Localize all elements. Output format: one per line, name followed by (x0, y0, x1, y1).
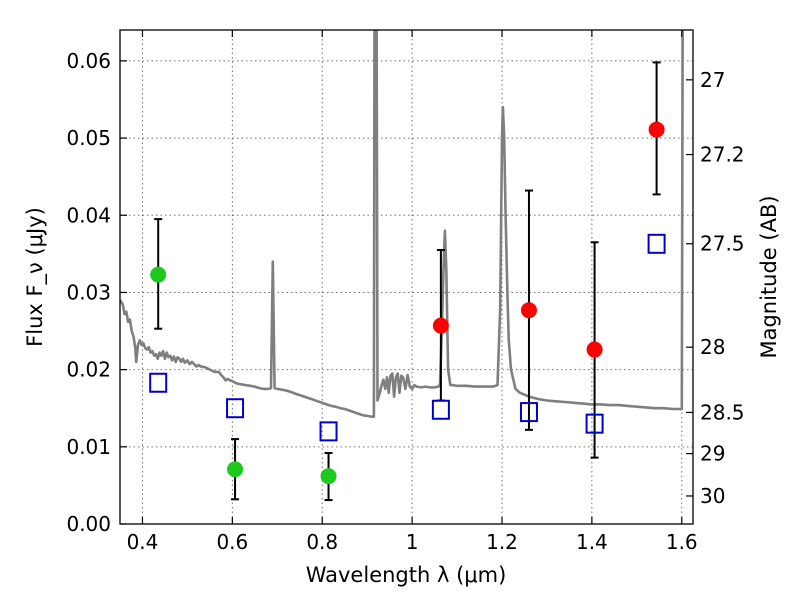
right-tick-label: 30 (700, 484, 725, 508)
x-tick-label: 0.8 (306, 530, 338, 554)
x-tick-label: 1.6 (666, 530, 698, 554)
x-tick-label: 0.4 (127, 530, 159, 554)
spectrum-line (120, 30, 684, 418)
model-flux-marker (226, 398, 245, 419)
right-tick-label: 28.5 (700, 400, 745, 424)
model-flux-marker (431, 399, 450, 420)
y-tick-label: 0.05 (66, 126, 111, 150)
photometry-point (520, 302, 537, 319)
y-tick-label: 0.01 (66, 435, 111, 459)
photometry-point (320, 468, 337, 485)
photometry-point (586, 341, 603, 358)
right-tick-label: 27.2 (700, 143, 745, 167)
right-tick-label: 27 (700, 68, 725, 92)
model-spectrum (120, 30, 684, 418)
y-tick-label: 0.03 (66, 280, 111, 304)
y-tick-label: 0.04 (66, 203, 111, 227)
y-axis-label: Flux F_ν (μJy) (23, 207, 48, 347)
x-tick-label: 0.6 (216, 530, 248, 554)
model-flux-marker (149, 372, 168, 393)
plot-frame (119, 29, 694, 525)
photometry-point (648, 121, 665, 138)
photometry-point (227, 461, 244, 478)
x-axis-label: Wavelength λ (μm) (306, 563, 507, 587)
tick-labels: 0.4 0.6 0.8 1 1.2 1.4 1.6 0.00 0.01 0.02 0.03 0.04 0… (66, 49, 744, 554)
right-tick-label: 27.5 (700, 232, 745, 256)
right-axis-label: Magnitude (AB) (757, 195, 781, 358)
x-tick-label: 1.2 (486, 530, 518, 554)
model-flux-marker (519, 402, 538, 423)
axis-ticks (120, 30, 693, 525)
model-flux-marker (647, 233, 666, 254)
right-tick-label: 29 (700, 442, 725, 466)
model-flux-marker (319, 421, 338, 442)
y-tick-label: 0.00 (66, 512, 111, 536)
y-tick-label: 0.02 (66, 358, 111, 382)
x-tick-label: 1 (406, 530, 419, 554)
y-tick-label: 0.06 (66, 49, 111, 73)
data-points (149, 121, 666, 485)
x-tick-label: 1.4 (576, 530, 608, 554)
model-flux-marker (585, 413, 604, 434)
photometry-point (432, 317, 449, 334)
right-tick-label: 28 (700, 335, 725, 359)
photometry-point (150, 266, 167, 283)
